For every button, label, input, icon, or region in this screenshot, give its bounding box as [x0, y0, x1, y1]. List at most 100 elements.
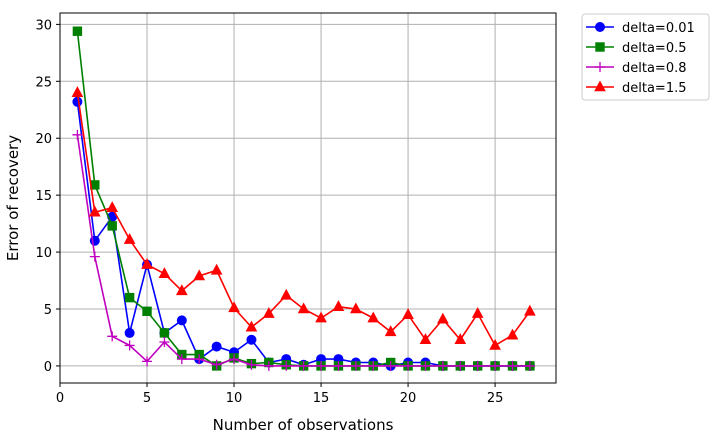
data-point [107, 331, 118, 342]
data-point [594, 80, 606, 92]
data-point [142, 356, 153, 367]
data-point [385, 360, 396, 371]
legend-label: delta=1.5 [622, 81, 687, 96]
plot-frame [59, 12, 557, 384]
data-point [316, 360, 327, 371]
data-point [315, 311, 327, 323]
data-point [507, 360, 518, 371]
x-tick-label: 10 [226, 391, 243, 406]
legend-item: delta=1.5 [586, 80, 687, 96]
data-point [263, 306, 275, 318]
data-point [333, 360, 344, 371]
data-point [107, 221, 117, 231]
data-point [472, 360, 483, 371]
data-point [419, 333, 432, 345]
y-tick-label: 30 [35, 18, 52, 33]
data-point [263, 360, 274, 371]
data-point [176, 315, 187, 326]
data-point [245, 320, 258, 332]
data-point [246, 359, 257, 370]
data-point [403, 360, 414, 371]
series-delta-1-5 [71, 86, 536, 350]
legend-label: delta=0.01 [622, 21, 695, 36]
legend-label: delta=0.5 [622, 41, 687, 56]
data-point [298, 360, 309, 371]
data-point [141, 258, 153, 269]
data-point [124, 340, 135, 351]
ticks: 0 5 10 15 20 25 0 5 10 15 20 25 30 [35, 18, 503, 406]
series-delta-0-5 [72, 26, 535, 371]
y-tick-label: 5 [44, 303, 52, 318]
series-line [76, 134, 530, 367]
data-point [595, 42, 605, 52]
y-tick-label: 0 [44, 360, 52, 375]
legend-item: delta=0.5 [586, 41, 687, 56]
x-tick-label: 0 [56, 391, 64, 406]
data-point [211, 359, 222, 370]
y-tick-label: 25 [35, 75, 52, 90]
data-point [350, 302, 362, 314]
y-tick-label: 15 [35, 189, 52, 204]
data-point [281, 360, 292, 371]
legend-label: delta=0.8 [622, 61, 687, 76]
data-point [158, 267, 171, 279]
legend-item: delta=0.01 [586, 21, 695, 36]
data-point [454, 333, 467, 345]
x-axis-label: Number of observations [213, 416, 394, 434]
data-point [297, 302, 310, 314]
data-point [437, 312, 449, 324]
data-point [194, 354, 205, 365]
data-point [402, 308, 414, 319]
data-point [471, 306, 484, 318]
data-point [72, 129, 83, 140]
series-layer [71, 26, 536, 371]
series-delta-0-8 [72, 129, 535, 371]
x-tick-label: 5 [143, 391, 151, 406]
data-point [489, 338, 501, 350]
data-point [71, 86, 84, 97]
data-point [175, 284, 188, 296]
data-point [280, 288, 293, 300]
data-point [228, 301, 240, 313]
grid [59, 13, 556, 383]
legend: delta=0.01 delta=0.5 delta=0.8 delta=1.5 [581, 13, 710, 101]
series-line [76, 101, 530, 367]
data-point [124, 327, 135, 338]
data-point [350, 360, 361, 371]
y-tick-label: 10 [35, 246, 52, 261]
data-point [384, 325, 397, 337]
data-point [89, 251, 100, 262]
data-point [595, 22, 605, 32]
x-tick-label: 25 [487, 391, 504, 406]
data-point [88, 205, 101, 217]
data-point [367, 311, 380, 323]
x-tick-label: 15 [313, 391, 330, 406]
data-point [123, 232, 136, 244]
legend-item: delta=0.8 [586, 61, 687, 76]
y-axis-label: Error of recovery [4, 135, 22, 261]
data-point [524, 304, 536, 316]
data-point [490, 360, 501, 371]
data-point [595, 62, 605, 72]
data-point [142, 306, 152, 316]
data-point [176, 354, 187, 365]
data-point [332, 300, 345, 312]
data-point [437, 360, 448, 371]
data-point [368, 360, 379, 371]
legend-box [581, 13, 710, 101]
data-point [211, 341, 222, 352]
data-point [124, 292, 135, 303]
data-point [506, 328, 519, 340]
y-tick-label: 20 [35, 132, 52, 147]
data-point [72, 26, 83, 36]
data-point [210, 263, 223, 275]
data-point [159, 337, 170, 348]
data-point [159, 328, 170, 338]
data-point [72, 96, 83, 107]
data-point [246, 334, 257, 345]
data-point [420, 360, 431, 371]
data-point [193, 269, 206, 281]
data-point [524, 360, 535, 371]
data-point [455, 360, 466, 371]
